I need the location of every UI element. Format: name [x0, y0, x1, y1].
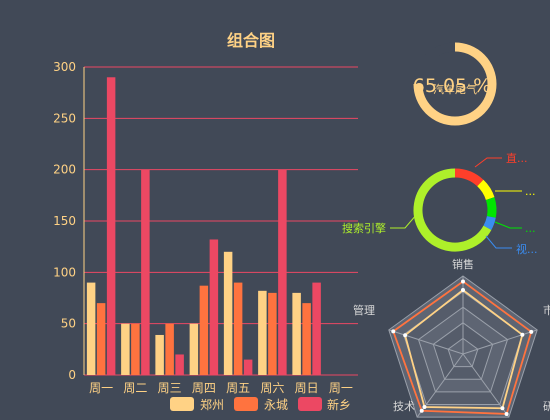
legend-item-xinxiang[interactable]: 新乡	[298, 397, 351, 412]
bar[interactable]	[223, 251, 233, 375]
legend-item-yongcheng[interactable]: 永城	[234, 397, 288, 412]
bar[interactable]	[278, 169, 287, 375]
bar[interactable]	[258, 290, 267, 375]
bar[interactable]	[209, 239, 219, 375]
bar[interactable]	[233, 282, 243, 375]
legend: 郑州 永城 新乡	[170, 397, 351, 412]
radar-point[interactable]	[461, 279, 465, 284]
x-tick-label: 周日	[295, 381, 319, 395]
radar-indicator-label: 研	[543, 400, 550, 413]
legend-item-zhengzhou[interactable]: 郑州	[170, 397, 224, 412]
donut-chart	[413, 168, 497, 252]
legend-label-xinxiang: 新乡	[327, 397, 351, 412]
donut-label-0: 直...	[506, 151, 528, 165]
radar-series-line[interactable]	[404, 288, 524, 410]
radar-point[interactable]	[419, 408, 424, 413]
bar[interactable]	[312, 282, 321, 375]
radar-point[interactable]	[422, 405, 427, 410]
x-tick-label: 周四	[192, 381, 216, 395]
donut-slice[interactable]	[454, 168, 484, 187]
donut-leader-0	[474, 157, 502, 168]
donut-labels: 直... ... ... 视... 搜索引擎	[342, 151, 538, 256]
bar-chart-y-axis: 0 50 100 150 200 250 300	[53, 60, 85, 382]
radar-point[interactable]	[391, 329, 396, 334]
bar[interactable]	[199, 285, 209, 375]
bar[interactable]	[131, 323, 140, 375]
donut-slice[interactable]	[483, 215, 496, 230]
x-tick-label: 周一	[89, 381, 113, 395]
bar[interactable]	[141, 169, 150, 375]
gauge-label: 汽车尾气	[433, 82, 477, 96]
radar-series-line[interactable]	[392, 280, 533, 415]
radar-indicator-label: 技术	[393, 400, 415, 413]
bar-chart-grid	[84, 66, 358, 376]
radar-indicator-label: 管理	[353, 303, 375, 317]
bar[interactable]	[175, 354, 184, 375]
x-tick-label: 周三	[158, 381, 182, 395]
donut-slice[interactable]	[485, 197, 497, 218]
y-tick-label: 50	[61, 317, 76, 331]
bar-chart-bars	[86, 77, 321, 376]
radar-spoke	[462, 353, 510, 418]
y-tick-label: 0	[68, 368, 76, 382]
gauge-value: 65.05 %	[413, 75, 492, 97]
y-tick-label: 300	[53, 60, 76, 74]
donut-label-2: ...	[525, 222, 536, 235]
donut-label-4: 搜索引擎	[342, 221, 386, 235]
bar[interactable]	[86, 282, 96, 375]
y-tick-label: 200	[53, 163, 76, 177]
bar[interactable]	[121, 323, 130, 375]
radar-point[interactable]	[504, 411, 509, 416]
x-tick-label: 周六	[260, 381, 284, 395]
radar-spoke	[462, 329, 538, 355]
x-tick-label: 周二	[123, 381, 147, 395]
gauge-chart: 汽车尾气 65.05 %	[413, 42, 497, 126]
gauge-arc	[413, 42, 497, 126]
bar[interactable]	[302, 303, 311, 375]
bar[interactable]	[292, 292, 301, 375]
radar-indicator-label: 市	[543, 303, 550, 317]
y-tick-label: 250	[53, 111, 76, 125]
donut-leader-2	[494, 221, 522, 229]
radar-spoke	[388, 329, 464, 355]
x-tick-label: 周一	[329, 381, 353, 395]
bar[interactable]	[165, 323, 174, 375]
donut-label-3: 视...	[516, 242, 538, 256]
bar-chart-x-axis: 周一 周二 周三 周四 周五 周六 周日 周一	[89, 381, 353, 395]
donut-leader-4	[390, 213, 418, 229]
legend-swatch-xinxiang	[298, 397, 322, 411]
legend-label-yongcheng: 永城	[264, 398, 288, 412]
chart-title: 组合图	[227, 31, 275, 50]
donut-slice[interactable]	[413, 168, 492, 252]
x-tick-label: 周五	[226, 381, 250, 395]
bar[interactable]	[268, 292, 277, 375]
donut-label-1: ...	[525, 185, 536, 198]
bar[interactable]	[96, 303, 106, 375]
bar[interactable]	[243, 359, 253, 375]
bar[interactable]	[155, 334, 164, 375]
bar[interactable]	[106, 77, 116, 376]
legend-swatch-yongcheng	[234, 397, 258, 411]
donut-leader-3	[485, 235, 512, 249]
legend-swatch-zhengzhou	[170, 397, 194, 411]
y-tick-label: 100	[53, 265, 76, 279]
radar-indicator-label: 销售	[452, 257, 474, 271]
radar-point[interactable]	[403, 333, 408, 338]
radar-point[interactable]	[529, 329, 534, 334]
bar[interactable]	[189, 323, 199, 375]
legend-label-zhengzhou: 郑州	[200, 397, 224, 412]
radar-point[interactable]	[500, 406, 505, 411]
y-tick-label: 150	[53, 214, 76, 228]
donut-slice[interactable]	[477, 179, 495, 201]
radar-point[interactable]	[461, 288, 465, 293]
radar-point[interactable]	[520, 332, 525, 337]
